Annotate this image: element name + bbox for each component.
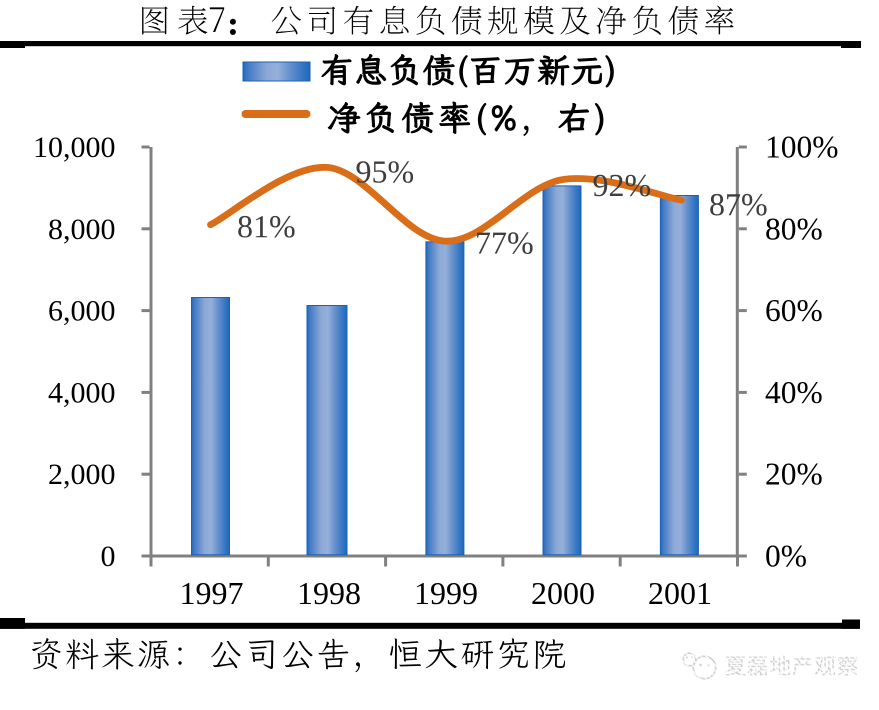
svg-text:2,000: 2,000 [48,458,116,491]
svg-text:40%: 40% [765,375,823,410]
svg-text:1998: 1998 [297,575,361,611]
svg-text:2000: 2000 [531,575,595,611]
svg-text:1999: 1999 [414,575,478,611]
svg-text:10,000: 10,000 [33,131,116,164]
svg-text:6,000: 6,000 [48,295,116,328]
svg-text:100%: 100% [765,130,839,165]
svg-text:80%: 80% [765,211,823,246]
svg-text:0%: 0% [765,539,807,574]
svg-text:4,000: 4,000 [48,376,116,409]
svg-text:1997: 1997 [180,575,244,611]
svg-text:60%: 60% [765,293,823,328]
svg-text:8,000: 8,000 [48,213,116,246]
svg-text:0: 0 [101,540,116,573]
svg-text:2001: 2001 [648,575,712,611]
svg-text:20%: 20% [765,457,823,492]
